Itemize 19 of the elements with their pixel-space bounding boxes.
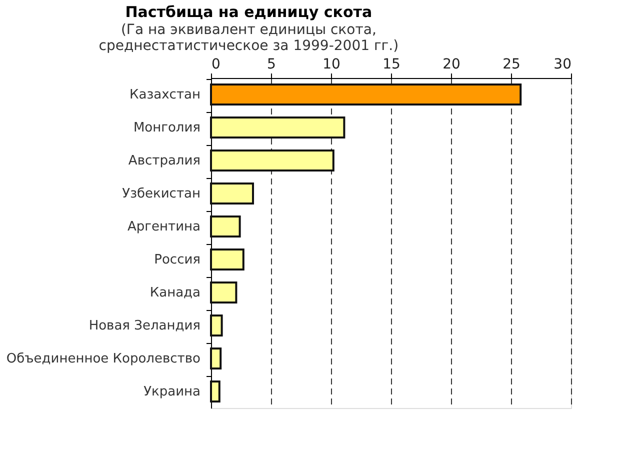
y-tick-label: Россия bbox=[154, 252, 200, 268]
y-tick-label: Канада bbox=[150, 286, 200, 300]
y-tick-label: Казахстан bbox=[130, 88, 200, 102]
y-tick-label: Монголия bbox=[133, 120, 200, 136]
x-tick-label: 10 bbox=[322, 56, 340, 72]
y-tick-label: Узбекистан bbox=[122, 186, 200, 202]
x-tick-label: 25 bbox=[502, 56, 520, 72]
x-tick-label: 15 bbox=[382, 56, 400, 72]
x-tick-label: 20 bbox=[442, 56, 460, 72]
y-tick-label: Новая Зеландия bbox=[88, 318, 200, 334]
y-tick-label: Украина bbox=[144, 384, 200, 400]
x-tick-label: 30 bbox=[554, 56, 572, 72]
x-tick-label: 5 bbox=[267, 56, 276, 72]
y-tick-label: Аргентина bbox=[128, 220, 200, 234]
y-tick-label: Австралия bbox=[128, 154, 200, 168]
chart-subtitle: (Га на эквивалент единицы скота, среднестатистическое за 1999-2001 гг.) bbox=[98, 22, 399, 54]
x-tick-label: 0 bbox=[212, 56, 220, 72]
chart-title: Пастбища на единицу скота bbox=[125, 3, 372, 21]
y-tick-label: Объединенное Королевство bbox=[6, 352, 201, 366]
